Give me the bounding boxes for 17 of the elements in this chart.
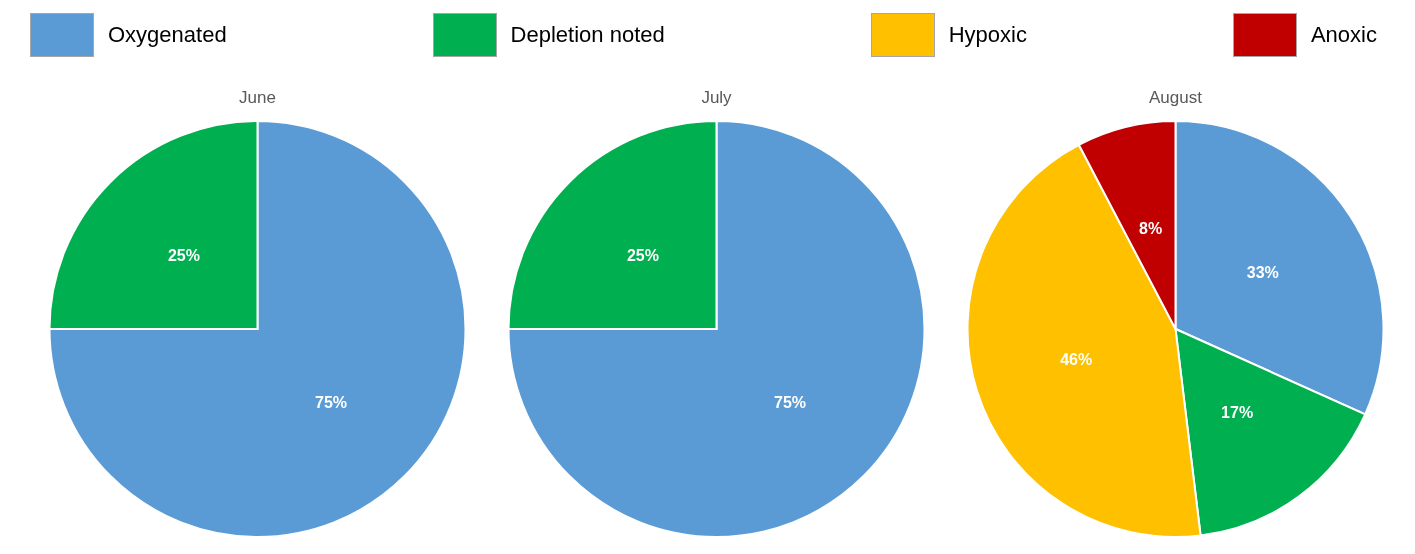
legend-label: Depletion noted — [510, 22, 665, 48]
chart-title: August — [1148, 87, 1203, 109]
data-label: 17% — [1221, 404, 1254, 422]
data-label: 75% — [315, 394, 348, 412]
pie-slice — [507, 121, 926, 538]
data-label: 25% — [626, 246, 659, 264]
data-label: 75% — [774, 394, 807, 412]
text: June — [238, 87, 277, 109]
legend-label: Anoxic — [1310, 22, 1377, 48]
data-label: 46% — [1060, 351, 1093, 369]
data-label: 33% — [1246, 264, 1279, 282]
chart-title: July — [700, 87, 733, 109]
pie-slice — [48, 121, 467, 538]
data-label: 8% — [1139, 219, 1163, 237]
data-label: 25% — [167, 246, 200, 264]
legend-label: Oxygenated — [108, 22, 227, 48]
legend-label: Hypoxic — [948, 22, 1027, 48]
